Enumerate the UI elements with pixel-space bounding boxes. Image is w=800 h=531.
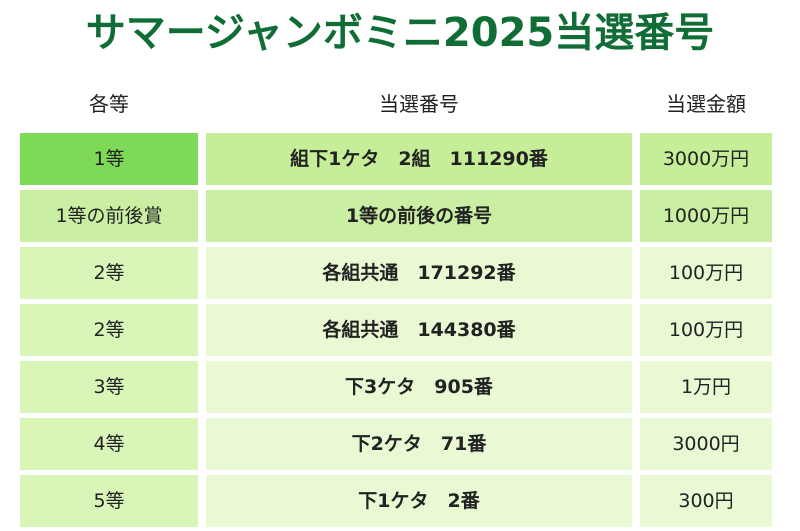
header-amount: 当選金額 xyxy=(666,92,746,116)
number-cell: 組下1ケタ 2組 111290番 xyxy=(206,133,632,185)
table-header: 各等 当選番号 当選金額 xyxy=(0,84,800,124)
rank-cell: 1等 xyxy=(20,133,198,185)
table-row: 4等 下2ケタ 71番 3000円 xyxy=(0,418,800,470)
amount-cell: 1000万円 xyxy=(640,190,772,242)
number-cell: 各組共通 171292番 xyxy=(206,247,632,299)
table-row: 2等 各組共通 144380番 100万円 xyxy=(0,304,800,356)
rank-cell: 2等 xyxy=(20,304,198,356)
number-cell: 下3ケタ 905番 xyxy=(206,361,632,413)
amount-cell: 300円 xyxy=(640,475,772,527)
number-cell: 下1ケタ 2番 xyxy=(206,475,632,527)
amount-cell: 100万円 xyxy=(640,247,772,299)
table-row: 3等 下3ケタ 905番 1万円 xyxy=(0,361,800,413)
rank-cell: 2等 xyxy=(20,247,198,299)
number-cell: 1等の前後の番号 xyxy=(206,190,632,242)
number-cell: 下2ケタ 71番 xyxy=(206,418,632,470)
rank-cell: 1等の前後賞 xyxy=(20,190,198,242)
amount-cell: 100万円 xyxy=(640,304,772,356)
header-number: 当選番号 xyxy=(379,92,459,116)
page-title: サマージャンボミニ2025当選番号 xyxy=(85,10,715,56)
amount-cell: 3000万円 xyxy=(640,133,772,185)
number-cell: 各組共通 144380番 xyxy=(206,304,632,356)
amount-cell: 1万円 xyxy=(640,361,772,413)
rank-cell: 4等 xyxy=(20,418,198,470)
rank-cell: 3等 xyxy=(20,361,198,413)
table-row: 2等 各組共通 171292番 100万円 xyxy=(0,247,800,299)
table-row: 5等 下1ケタ 2番 300円 xyxy=(0,475,800,527)
header-rank: 各等 xyxy=(89,92,129,116)
amount-cell: 3000円 xyxy=(640,418,772,470)
table-row: 1等 組下1ケタ 2組 111290番 3000万円 xyxy=(0,133,800,185)
table-row: 1等の前後賞 1等の前後の番号 1000万円 xyxy=(0,190,800,242)
rank-cell: 5等 xyxy=(20,475,198,527)
